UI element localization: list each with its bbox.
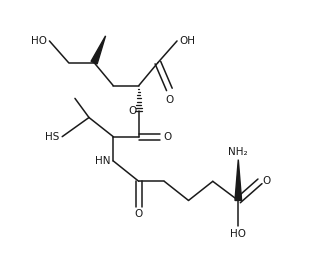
Text: HS: HS [45, 132, 60, 142]
Text: HO: HO [31, 36, 47, 46]
Text: HO: HO [230, 229, 246, 239]
Text: HN: HN [95, 156, 111, 166]
Text: O: O [262, 176, 271, 186]
Text: O: O [163, 132, 171, 142]
Text: OH: OH [180, 36, 196, 46]
Text: O: O [128, 106, 136, 116]
Polygon shape [235, 160, 242, 200]
Text: NH₂: NH₂ [229, 147, 248, 157]
Text: O: O [165, 94, 173, 104]
Polygon shape [91, 36, 106, 64]
Text: O: O [135, 209, 143, 219]
